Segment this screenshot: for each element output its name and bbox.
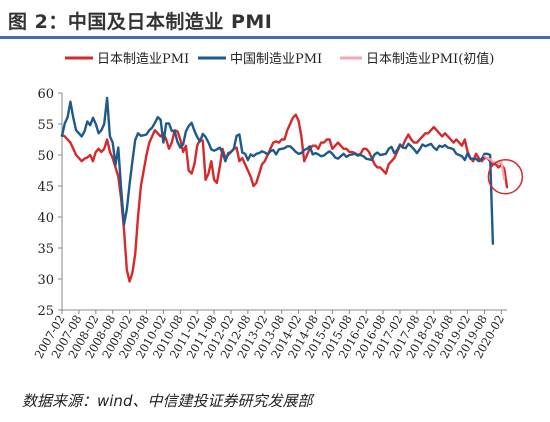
data-source-note: 数据来源：wind、中信建投证券研究发展部 <box>22 392 313 410</box>
y-tick-label: 45 <box>37 180 54 195</box>
figure-title: 图 2：中国及日本制造业 PMI <box>8 11 273 33</box>
series-line-0 <box>60 113 509 283</box>
y-tick-label: 60 <box>37 87 54 102</box>
legend-label-0: 日本制造业PMI <box>97 52 189 67</box>
legend-label-2: 日本制造业PMI(初值) <box>366 51 494 67</box>
y-tick-label: 55 <box>37 118 54 133</box>
legend-label-1: 中国制造业PMI <box>230 52 322 67</box>
series-line-2 <box>483 155 506 181</box>
x-axis: 2007-022007-082008-022008-082009-022009-… <box>32 309 507 361</box>
highlight-circle <box>487 158 524 195</box>
y-tick-label: 50 <box>37 149 54 164</box>
series-lines <box>60 96 509 283</box>
y-tick-label: 25 <box>37 304 54 319</box>
header-divider <box>0 36 550 39</box>
pmi-line-chart: 日本制造业PMI 中国制造业PMI 日本制造业PMI(初值) 25 30 35 40 45 5… <box>32 51 524 361</box>
annotations <box>487 158 524 195</box>
series-line-1 <box>60 96 495 245</box>
chart-legend: 日本制造业PMI 中国制造业PMI 日本制造业PMI(初值) <box>65 51 494 67</box>
y-tick-label: 30 <box>37 273 54 288</box>
figure-header: 图 2：中国及日本制造业 PMI <box>0 0 550 42</box>
y-tick-label: 40 <box>37 211 54 226</box>
y-tick-label: 35 <box>37 242 54 257</box>
y-axis: 25 30 35 40 45 50 55 60 <box>37 87 63 319</box>
